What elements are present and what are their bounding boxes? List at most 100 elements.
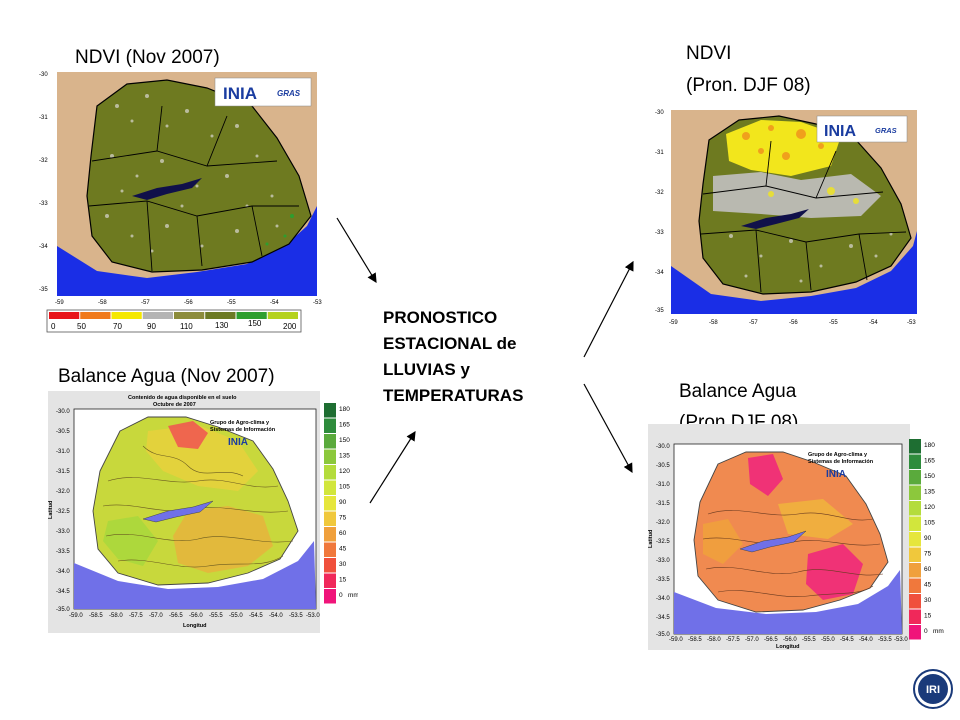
- legend-swatch: [909, 609, 921, 624]
- lon-tick: -59: [669, 320, 678, 326]
- legend-label: 30: [339, 561, 347, 568]
- legend-label: 120: [924, 504, 935, 511]
- legend-swatch: [324, 589, 336, 604]
- lat-tick: -34.5: [56, 589, 70, 595]
- legend-swatch: [324, 403, 336, 418]
- arrow-ndvi-to-forecast: [336, 217, 377, 284]
- legend-swatch: [909, 625, 921, 640]
- lon-tick: -54.5: [840, 637, 854, 643]
- lon-tick: -58.5: [89, 613, 103, 619]
- lon-tick: -54.0: [859, 637, 873, 643]
- lat-tick: -32: [655, 190, 664, 196]
- iri-logo-text: IRI: [926, 684, 940, 696]
- legend-label: 0: [339, 592, 343, 599]
- forecast-line-2: ESTACIONAL de: [383, 334, 517, 353]
- lat-tick: -31: [39, 115, 48, 121]
- lat-tick: -30.0: [56, 409, 70, 415]
- lon-tick: -53: [907, 320, 916, 326]
- legend-label: 165: [924, 458, 935, 465]
- scale-swatch: [267, 312, 298, 319]
- forecast-line-4: TEMPERATURAS: [383, 386, 524, 405]
- lon-tick: -59: [55, 300, 64, 306]
- legend-swatch: [324, 527, 336, 542]
- legend-swatch: [909, 547, 921, 562]
- arrow-forecast-to-ndvi: [583, 260, 634, 358]
- lon-tick: -59.0: [669, 637, 683, 643]
- legend-swatch: [324, 542, 336, 557]
- lon-tick: -57.0: [745, 637, 759, 643]
- lon-tick: -58.5: [688, 637, 702, 643]
- legend-label: 15: [924, 613, 932, 620]
- legend-swatch: [324, 434, 336, 449]
- gras-logo-text: GRAS: [875, 126, 897, 135]
- legend-label: 135: [339, 453, 350, 460]
- lat-tick: -35.0: [56, 607, 70, 613]
- legend-label: 105: [339, 484, 350, 491]
- x-axis-label: Longitud: [776, 644, 800, 650]
- inia-logo-text: INIA: [228, 437, 248, 448]
- scale-swatch: [80, 312, 111, 319]
- scale-swatch: [111, 312, 142, 319]
- lon-tick: -57: [749, 320, 758, 326]
- legend-swatch: [324, 573, 336, 588]
- legend-label: 180: [924, 442, 935, 449]
- balance-logo-line1: Grupo de Agro-clima y: [210, 420, 270, 426]
- lat-tick: -31: [655, 150, 664, 156]
- balance-logo-line1: Grupo de Agro-clima y: [808, 452, 868, 458]
- lat-tick: -31.0: [656, 482, 670, 488]
- balance-logo-line2: Sistemas de Información: [808, 459, 874, 465]
- lon-tick: -55: [829, 320, 838, 326]
- ndvi-nov-title: NDVI (Nov 2007): [75, 47, 220, 68]
- ndvi-pron-title-line1: NDVI: [686, 43, 732, 64]
- lon-tick: -56.0: [189, 613, 203, 619]
- scale-label: 110: [180, 322, 193, 331]
- legend-label: 15: [339, 577, 347, 584]
- lat-tick: -32.5: [56, 509, 70, 515]
- legend-swatch: [909, 578, 921, 593]
- arrow-balance-to-forecast: [369, 430, 416, 504]
- lon-tick: -55: [227, 300, 236, 306]
- scale-label: 0: [51, 322, 56, 331]
- balance-nov-legend: 180 165 150 135 120 105 90 75 60 45 30 15 0 mm: [322, 401, 358, 621]
- lon-tick: -59.0: [69, 613, 83, 619]
- lat-tick: -34.0: [656, 596, 670, 602]
- lat-tick: -30.5: [56, 429, 70, 435]
- lat-tick: -35: [655, 308, 664, 314]
- arrow-forecast-to-balance: [583, 383, 633, 474]
- lon-tick: -58.0: [707, 637, 721, 643]
- legend-label: 90: [339, 499, 347, 506]
- legend-label: 60: [339, 530, 347, 537]
- legend-swatch: [909, 516, 921, 531]
- scale-swatch: [236, 312, 267, 319]
- lon-tick: -55.5: [209, 613, 223, 619]
- lat-tick: -33: [655, 230, 664, 236]
- legend-label: 165: [339, 422, 350, 429]
- legend-label: 45: [924, 582, 932, 589]
- lat-tick: -33: [39, 201, 48, 207]
- legend-swatch: [324, 480, 336, 495]
- legend-label: 45: [339, 546, 347, 553]
- lat-tick: -35: [39, 287, 48, 293]
- legend-label: 0: [924, 628, 928, 635]
- ndvi-nov-map: INIA GRAS -30 -31 -32 -33 -34 -35 -59 -5…: [37, 66, 327, 336]
- lon-tick: -57.5: [726, 637, 740, 643]
- legend-unit: mm: [348, 592, 358, 599]
- balance-title-line1: Contenido de agua disponible en el suelo: [128, 395, 237, 401]
- ndvi-pron-title-line2: (Pron. DJF 08): [686, 75, 811, 96]
- lat-tick: -35.0: [656, 632, 670, 638]
- forecast-line-3: LLUVIAS y: [383, 360, 470, 379]
- lon-tick: -55.0: [229, 613, 243, 619]
- lat-tick: -30.0: [656, 444, 670, 450]
- scale-label: 90: [147, 322, 156, 331]
- legend-label: 150: [339, 437, 350, 444]
- balance-pron-title-line1: Balance Agua: [679, 381, 797, 402]
- legend-label: 180: [339, 406, 350, 413]
- scale-label: 150: [248, 319, 262, 328]
- lat-tick: -34: [655, 270, 664, 276]
- legend-swatch: [909, 454, 921, 469]
- lon-tick: -58: [709, 320, 718, 326]
- lon-tick: -53: [313, 300, 322, 306]
- legend-swatch: [324, 558, 336, 573]
- lat-tick: -30: [39, 72, 48, 78]
- inia-logo-text: INIA: [824, 123, 856, 140]
